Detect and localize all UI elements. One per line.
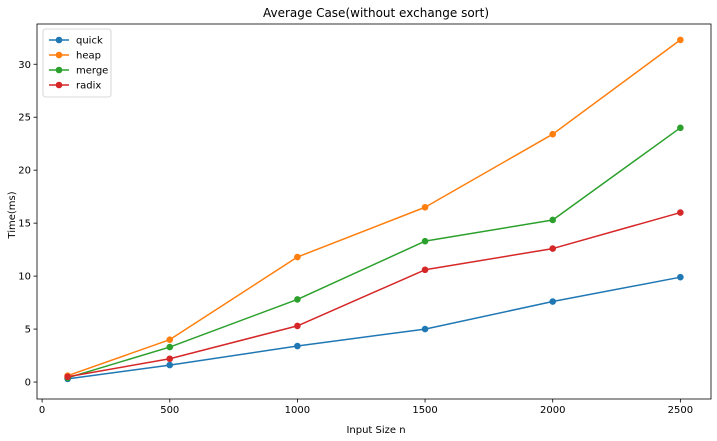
series-line-radix: [67, 211, 681, 378]
x-tick-label: 2000: [540, 405, 565, 416]
data-point-merge: [677, 124, 684, 132]
data-point-heap: [677, 36, 684, 44]
y-tick-label: 25: [18, 113, 31, 124]
y-tick-label: 10: [18, 272, 31, 283]
legend-swatch-marker: [55, 81, 63, 89]
legend-label: quick: [76, 36, 103, 47]
y-tick-label: 15: [18, 219, 31, 230]
legend-label: heap: [76, 51, 101, 62]
data-point-radix: [677, 209, 684, 216]
data-point-heap: [294, 253, 301, 261]
y-tick-label: 5: [25, 325, 31, 336]
data-point-radix: [421, 266, 429, 274]
data-point-quick: [677, 273, 684, 281]
legend-box: [42, 28, 112, 98]
y-tick-label: 20: [18, 166, 31, 177]
data-point-merge: [294, 296, 301, 303]
legend-label: merge: [76, 66, 108, 77]
data-point-heap: [549, 130, 557, 138]
series-line-merge: [67, 127, 681, 379]
legend-swatch-marker: [55, 36, 63, 44]
plot-area: [37, 24, 711, 399]
legend-swatch-marker: [55, 66, 63, 74]
chart-title: Average Case(without exchange sort): [263, 6, 489, 20]
data-point-quick: [294, 342, 301, 350]
data-point-quick: [166, 361, 174, 369]
data-point-quick: [421, 325, 429, 333]
x-tick-label: 1000: [285, 405, 310, 416]
x-axis-label: Input Size n: [346, 425, 405, 436]
series-layer: [64, 36, 684, 383]
y-tick-label: 30: [18, 60, 31, 71]
x-tick-label: 1500: [412, 405, 437, 416]
legend: quick heap merge radix: [42, 28, 112, 98]
data-point-merge: [166, 343, 174, 351]
data-point-merge: [421, 237, 429, 245]
series-line-quick: [67, 276, 681, 380]
x-tick-label: 0: [39, 405, 45, 416]
data-point-merge: [549, 216, 557, 224]
plot-frame: [36, 23, 712, 400]
x-tick-label: 500: [160, 405, 179, 416]
x-tick-label: 2500: [668, 405, 693, 416]
data-point-radix: [549, 245, 557, 252]
data-point-heap: [421, 203, 429, 211]
plot-background: [37, 24, 711, 399]
y-tick-label: 0: [25, 378, 31, 389]
data-point-heap: [166, 336, 174, 343]
series-line-heap: [67, 39, 681, 377]
data-point-radix: [294, 322, 301, 330]
legend-swatch-marker: [55, 51, 63, 59]
data-point-radix: [166, 355, 174, 363]
y-axis-label: Time(ms): [7, 191, 18, 239]
axes: 0 500 1000 1500 2000 2500 0 5 10 15 20 25 30: [18, 23, 712, 416]
data-point-radix: [64, 373, 71, 381]
data-point-quick: [549, 298, 557, 305]
legend-label: radix: [76, 81, 101, 92]
